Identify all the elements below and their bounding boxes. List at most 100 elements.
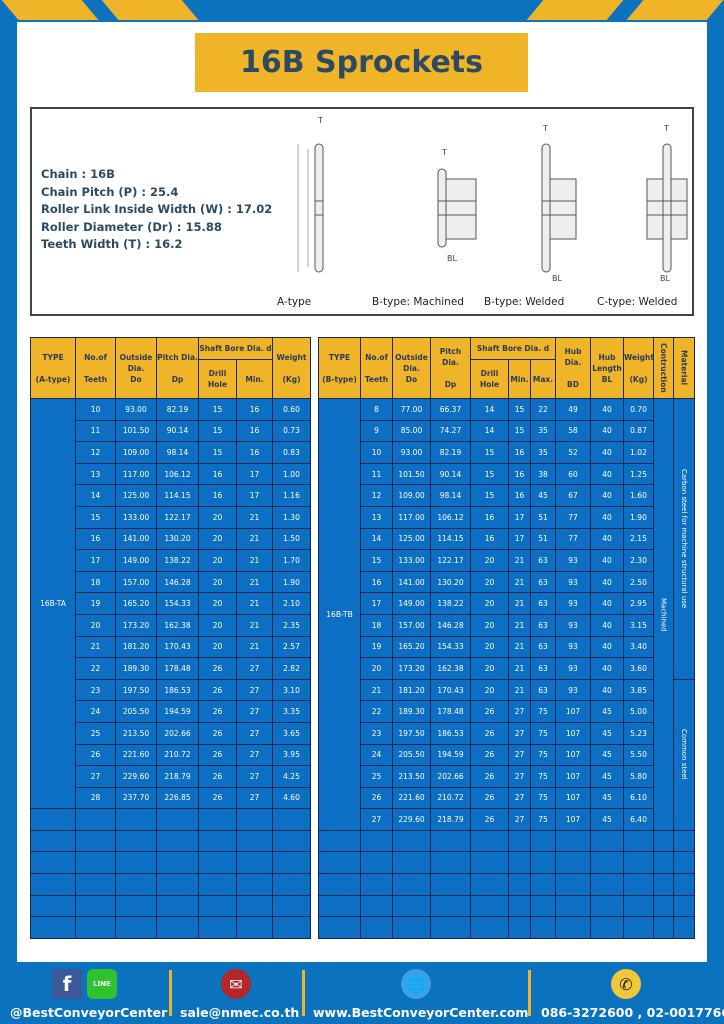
decor-stripe [101, 0, 199, 20]
pitch-dia-cell: 194.59 [430, 743, 471, 767]
header-hub-length: Hub Length BL [590, 337, 624, 399]
website-link[interactable]: www.BestConveyorCenter.com [313, 1005, 529, 1020]
header-type: TYPE (B-type) [318, 337, 361, 399]
max-bore-cell: 51 [530, 527, 556, 551]
phone-number[interactable]: 086-3272600 , 02-0017766 [541, 1005, 724, 1020]
empty-cell [508, 873, 531, 896]
outside-dia-cell: 221.60 [115, 743, 157, 767]
empty-row [30, 894, 311, 918]
pitch-dia-cell: 178.48 [156, 657, 199, 680]
empty-cell [430, 873, 471, 896]
drill-hole-cell: 26 [198, 700, 237, 723]
empty-row [318, 894, 695, 918]
table-row: 22 189.30 178.48 26 27 2.82 [31, 657, 311, 680]
hub-dia-cell: 77 [555, 505, 591, 529]
drill-hole-cell: 26 [470, 721, 509, 745]
min-bore-cell: 17 [508, 505, 531, 529]
min-bore-cell: 16 [508, 441, 531, 464]
empty-row [318, 829, 695, 853]
empty-cell [673, 851, 695, 875]
pitch-dia-cell: 154.33 [156, 592, 199, 615]
teeth-cell: 18 [360, 613, 393, 637]
min-bore-cell: 21 [508, 592, 531, 615]
pitch-dia-cell: 90.14 [430, 462, 471, 486]
outside-dia-cell: 77.00 [392, 398, 431, 421]
table-row: 13 117.00 106.12 16 17 51 77 40 1.90 [319, 505, 695, 529]
empty-cell [156, 894, 199, 918]
pitch-dia-cell: 138.22 [156, 549, 199, 572]
drill-hole-cell: 16 [470, 527, 509, 551]
teeth-cell: 10 [360, 441, 393, 464]
teeth-cell: 25 [75, 721, 116, 745]
hub-length-cell: 45 [590, 786, 624, 810]
facebook-icon[interactable]: f [52, 969, 82, 999]
empty-cell [392, 851, 431, 875]
header-teeth: No.of Teeth [360, 337, 393, 399]
hub-dia-cell: 93 [555, 570, 591, 594]
empty-cell [30, 873, 76, 896]
teeth-cell: 22 [75, 657, 116, 680]
empty-cell [272, 916, 311, 939]
outside-dia-cell: 221.60 [392, 786, 431, 810]
min-bore-cell: 16 [236, 398, 273, 421]
empty-cell [272, 873, 311, 896]
empty-cell [623, 851, 654, 875]
hub-dia-cell: 93 [555, 635, 591, 659]
caption-b-machined: B-type: Machined [372, 296, 464, 308]
table-row: 27 229.60 218.79 26 27 4.25 [31, 765, 311, 788]
outside-dia-cell: 197.50 [115, 678, 157, 702]
weight-cell: 5.50 [623, 743, 654, 767]
teeth-cell: 15 [75, 505, 116, 529]
min-bore-cell: 27 [508, 808, 531, 831]
hub-length-cell: 40 [590, 484, 624, 507]
weight-cell: 6.40 [623, 808, 654, 831]
empty-cell [360, 829, 393, 853]
empty-cell [115, 808, 157, 831]
outside-dia-cell: 141.00 [392, 570, 431, 594]
hub-dia-cell: 93 [555, 613, 591, 637]
empty-cell [156, 808, 199, 831]
table-row: 23 197.50 186.53 26 27 75 107 45 5.23 [319, 721, 695, 745]
weight-cell: 1.50 [272, 527, 311, 551]
weight-cell: 4.60 [272, 786, 311, 810]
drill-hole-cell: 20 [470, 549, 509, 572]
hub-length-cell: 40 [590, 505, 624, 529]
table-row: 19 165.20 154.33 20 21 2.10 [31, 592, 311, 615]
drill-hole-cell: 16 [470, 505, 509, 529]
empty-cell [530, 851, 556, 875]
hub-length-cell: 40 [590, 462, 624, 486]
header-outside-dia: Outside Dia. Do [392, 337, 431, 399]
drill-hole-cell: 26 [470, 700, 509, 723]
drill-hole-cell: 14 [470, 398, 509, 421]
max-bore-cell: 35 [530, 419, 556, 443]
pitch-dia-cell: 210.72 [156, 743, 199, 767]
drill-hole-cell: 15 [470, 462, 509, 486]
hub-dia-cell: 93 [555, 592, 591, 615]
hub-length-cell: 45 [590, 765, 624, 788]
weight-cell: 3.40 [623, 635, 654, 659]
min-bore-cell: 16 [236, 441, 273, 464]
header-pitch-dia: Pitch Dia. Dp [430, 337, 471, 399]
weight-cell: 2.57 [272, 635, 311, 659]
pitch-dia-cell: 218.79 [156, 765, 199, 788]
line-icon[interactable]: LINE [87, 969, 117, 999]
header-min: Min. [508, 359, 531, 399]
phone-icon: ✆ [611, 969, 641, 999]
hub-length-cell: 40 [590, 570, 624, 594]
empty-cell [30, 808, 76, 831]
teeth-cell: 16 [360, 570, 393, 594]
email-link[interactable]: sale@nmec.co.th [180, 1005, 300, 1020]
pitch-dia-cell: 178.48 [430, 700, 471, 723]
hub-dia-cell: 67 [555, 484, 591, 507]
empty-cell [530, 873, 556, 896]
weight-cell: 0.87 [623, 419, 654, 443]
weight-cell: 2.10 [272, 592, 311, 615]
table-row: 22 189.30 178.48 26 27 75 107 45 5.00 [319, 700, 695, 723]
empty-cell [623, 873, 654, 896]
min-bore-cell: 16 [508, 484, 531, 507]
social-handle[interactable]: @BestConveyorCenter [10, 1005, 168, 1020]
header-material: Material [673, 337, 695, 399]
teeth-cell: 11 [360, 462, 393, 486]
empty-cell [75, 894, 116, 918]
hub-length-cell: 40 [590, 635, 624, 659]
